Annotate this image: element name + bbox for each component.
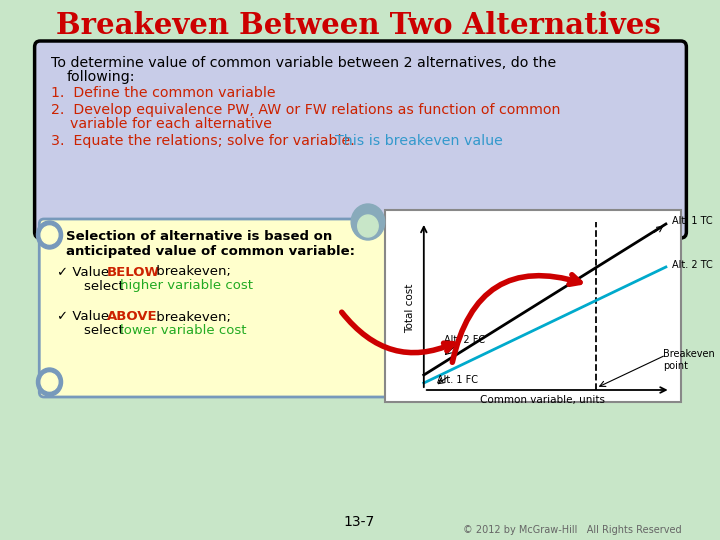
FancyBboxPatch shape xyxy=(35,41,686,238)
Text: Breakeven Between Two Alternatives: Breakeven Between Two Alternatives xyxy=(56,10,661,39)
Text: 3.  Equate the relations; solve for variable.: 3. Equate the relations; solve for varia… xyxy=(51,134,359,148)
Text: Selection of alternative is based on: Selection of alternative is based on xyxy=(66,231,333,244)
Text: Alt. 1 TC: Alt. 1 TC xyxy=(672,216,713,226)
Text: Alt. 2 TC: Alt. 2 TC xyxy=(672,260,713,270)
Circle shape xyxy=(41,373,58,391)
Text: ✓ Value: ✓ Value xyxy=(57,266,113,279)
Text: To determine value of common variable between 2 alternatives, do the: To determine value of common variable be… xyxy=(51,56,557,70)
Text: 1.  Define the common variable: 1. Define the common variable xyxy=(51,86,276,100)
Text: anticipated value of common variable:: anticipated value of common variable: xyxy=(66,245,355,258)
Text: breakeven;: breakeven; xyxy=(152,266,231,279)
Circle shape xyxy=(41,226,58,244)
FancyBboxPatch shape xyxy=(40,219,388,397)
Text: 2.  Develop equivalence PW, AW or FW relations as function of common: 2. Develop equivalence PW, AW or FW rela… xyxy=(51,103,561,117)
Text: Common variable, units: Common variable, units xyxy=(480,395,606,405)
Text: BELOW: BELOW xyxy=(107,266,161,279)
Text: ✓ Value: ✓ Value xyxy=(57,310,113,323)
FancyBboxPatch shape xyxy=(384,210,681,402)
Text: Breakeven
point: Breakeven point xyxy=(663,349,715,371)
Text: higher variable cost: higher variable cost xyxy=(120,280,253,293)
Text: breakeven;: breakeven; xyxy=(152,310,231,323)
Circle shape xyxy=(37,221,63,249)
Text: Total cost: Total cost xyxy=(405,284,415,333)
Circle shape xyxy=(351,204,384,240)
Text: ABOVE: ABOVE xyxy=(107,310,158,323)
Text: 13-7: 13-7 xyxy=(343,515,374,529)
Text: Alt. 1 FC: Alt. 1 FC xyxy=(437,375,478,385)
Circle shape xyxy=(358,215,378,237)
Text: following:: following: xyxy=(66,70,135,84)
Text: Alt. 2 FC: Alt. 2 FC xyxy=(444,335,485,345)
Text: This is breakeven value: This is breakeven value xyxy=(336,134,503,148)
Text: variable for each alternative: variable for each alternative xyxy=(70,117,272,131)
Text: © 2012 by McGraw-Hill   All Rights Reserved: © 2012 by McGraw-Hill All Rights Reserve… xyxy=(464,525,682,535)
Circle shape xyxy=(37,368,63,396)
Text: select: select xyxy=(84,325,128,338)
Text: select: select xyxy=(84,280,128,293)
Text: lower variable cost: lower variable cost xyxy=(120,325,247,338)
